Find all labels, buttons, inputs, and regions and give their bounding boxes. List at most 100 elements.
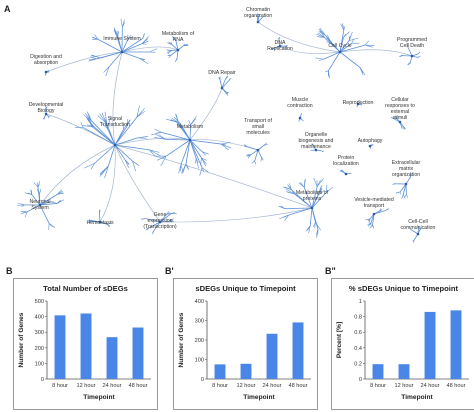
x-tick-label: 24 hour	[103, 383, 122, 389]
network-label: Autophagy	[358, 138, 383, 144]
panel-letter-b-prime: B'	[165, 266, 174, 276]
y-tick-label: 300	[35, 330, 44, 336]
network-node-chromatin-organization	[256, 13, 264, 24]
network-label: Organelle biogenesis and maintenance	[299, 132, 334, 150]
y-axis-label: Number of Genes	[178, 312, 185, 367]
panel-letter-a: A	[4, 4, 11, 14]
x-axis-label: Timepoint	[243, 394, 275, 401]
chart-title: % sDEGs Unique to Timepoint	[349, 284, 459, 293]
network-edge	[99, 144, 116, 223]
network-edge	[39, 144, 116, 206]
network-node-cell-cell-communication	[409, 225, 422, 243]
network-label: Muscle contraction	[287, 97, 312, 109]
network-label: DNA Repair	[208, 70, 236, 76]
chart-panel-total: Total Number of sDEGs 0 100 200 300 400 500 8 h…	[13, 278, 158, 410]
network-node-hemostasis	[88, 209, 112, 228]
y-tick-label: 100	[35, 361, 44, 367]
x-axis-label: Timepoint	[401, 394, 433, 401]
y-tick-label: 1	[359, 299, 362, 305]
network-node-programmed-cell-death	[399, 42, 421, 66]
network-label: Protein localization	[333, 155, 359, 167]
bar-chart-total: Total Number of sDEGs 0 100 200 300 400 500 8 h…	[18, 284, 151, 401]
network-node-autophagy	[368, 144, 374, 149]
y-tick-label: 0	[359, 377, 362, 383]
network-label: Reproduction	[343, 100, 374, 106]
bar	[372, 364, 384, 379]
y-tick-label: 0.2	[354, 361, 362, 367]
network-node-signal-transduction	[75, 105, 161, 179]
x-axis-label: Timepoint	[83, 394, 115, 401]
y-tick-label: 0	[41, 377, 44, 383]
panel-letter-b: B	[6, 266, 13, 276]
network-label: Cell Cycle	[328, 43, 351, 49]
panel-letter-b-double-prime: B"	[325, 266, 336, 276]
network-node-metabolism	[150, 113, 232, 176]
network-label: Signal Transduction	[100, 116, 130, 128]
y-tick-label: 0	[201, 377, 204, 383]
network-node-developmental-biology	[42, 106, 51, 120]
network-edge	[112, 51, 123, 146]
bar-chart-percent: % sDEGs Unique to Timepoint 0 0.2 0.4 0.6 0.8…	[336, 284, 469, 401]
bar	[240, 363, 252, 379]
network-label: Vesicle-mediated transport	[354, 197, 394, 209]
x-tick-label: 12 hour	[237, 383, 256, 389]
y-tick-label: 500	[35, 299, 44, 305]
bar-chart-unique: sDEGs Unique to Timepoint 0 100 200 300 400 8 …	[178, 284, 311, 401]
bar	[398, 364, 410, 379]
network-edge	[114, 137, 191, 146]
network-label: Extracellular matrix organization	[392, 160, 421, 178]
y-tick-label: 100	[195, 358, 204, 364]
network-edge	[45, 51, 123, 73]
chart-title: Total Number of sDEGs	[43, 284, 128, 293]
network-label: Hemostasis	[86, 220, 114, 226]
x-tick-label: 12 hour	[77, 383, 96, 389]
bar	[292, 322, 304, 379]
y-axis-label: Number of Genes	[18, 312, 25, 367]
network-node-metabolism-of-rna	[166, 36, 189, 63]
y-tick-label: 0.4	[354, 346, 362, 352]
chart-panel-unique: sDEGs Unique to Timepoint 0 100 200 300 400 8 …	[173, 278, 318, 410]
x-tick-label: 48 hour	[289, 383, 308, 389]
network-node-cellular-responses-to-external-stimuli	[390, 116, 407, 130]
network-label: Metabolism of RNA	[162, 31, 195, 43]
y-tick-label: 0.6	[354, 330, 362, 336]
network-label: Chromatin organization	[244, 7, 272, 19]
network-node-organelle-biogenesis-and-maintenance	[310, 143, 324, 153]
network-node-cell-cycle	[315, 23, 375, 79]
network-node-extracellular-matrix-organization	[392, 172, 412, 199]
network-label: Neuronal System	[29, 199, 50, 211]
bar	[450, 310, 462, 379]
bar	[214, 364, 226, 379]
bar	[266, 333, 278, 379]
network-edge	[189, 87, 223, 141]
network-label: Immune System	[103, 36, 140, 42]
network-node-protein-localization	[339, 169, 352, 176]
bar	[424, 311, 436, 379]
network-node-vesicle-mediated-transport	[365, 208, 390, 229]
network-edge	[339, 49, 413, 57]
network-edge	[121, 46, 179, 53]
network-node-immune-system	[88, 18, 158, 77]
network-node-metabolism-of-proteins	[278, 177, 333, 239]
network-node-gene-expression-transcription-	[141, 211, 177, 235]
bar	[80, 313, 92, 379]
network-label: Programmed Cell Death	[397, 37, 427, 49]
y-tick-label: 400	[35, 315, 44, 321]
y-tick-label: 0.8	[354, 315, 362, 321]
chart-panel-percent: % sDEGs Unique to Timepoint 0 0.2 0.4 0.6 0.8…	[331, 278, 474, 410]
y-tick-label: 400	[195, 299, 204, 305]
network-node-digestion-and-absorption	[44, 70, 50, 76]
bar	[106, 337, 118, 379]
network-node-neuronal-system	[16, 181, 65, 230]
network-label: Developmental Biology	[29, 102, 64, 114]
y-tick-label: 300	[195, 319, 204, 325]
network-label: Transport of small molecules	[244, 118, 272, 136]
x-tick-label: 8 hour	[370, 383, 386, 389]
x-tick-label: 48 hour	[447, 383, 466, 389]
x-tick-label: 12 hour	[395, 383, 414, 389]
network-node-dna-repair	[218, 75, 232, 96]
bar	[54, 315, 66, 379]
network-edge	[279, 45, 341, 54]
network-label: Cell-Cell communication	[401, 219, 436, 231]
network-edge	[159, 207, 313, 223]
